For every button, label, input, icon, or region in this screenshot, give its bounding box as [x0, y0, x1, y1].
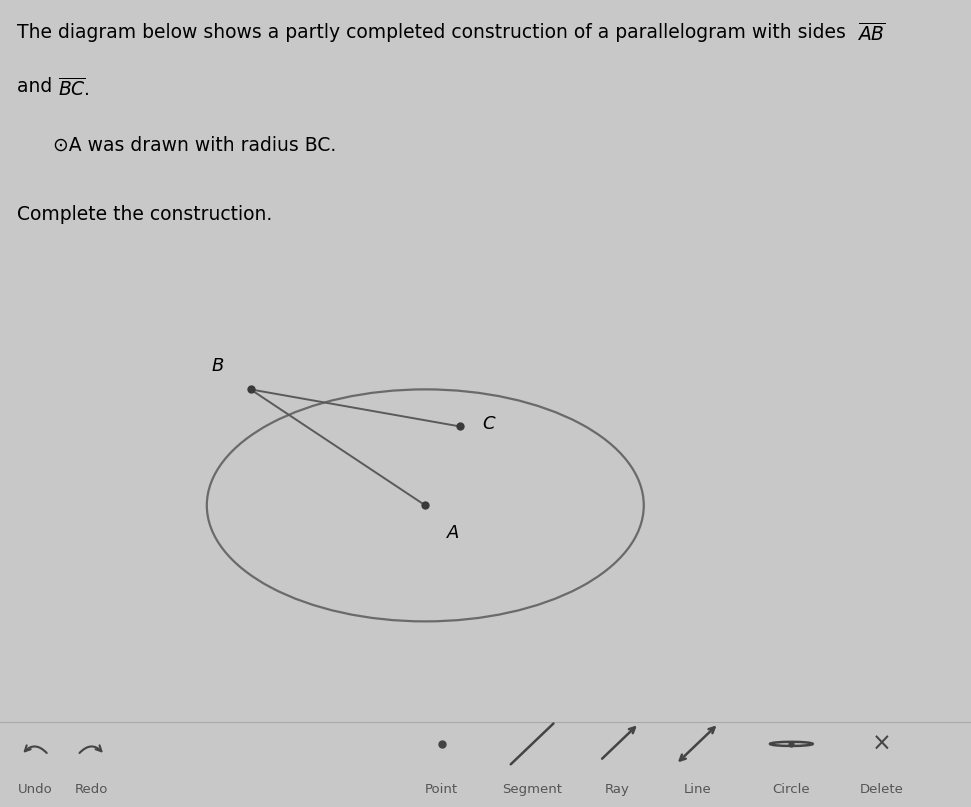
- Text: Point: Point: [425, 783, 458, 796]
- Text: Segment: Segment: [502, 783, 562, 796]
- Text: $\overline{AB}$: $\overline{AB}$: [857, 23, 887, 45]
- Text: C: C: [483, 415, 495, 433]
- Text: Complete the construction.: Complete the construction.: [17, 205, 273, 224]
- Text: ×: ×: [872, 732, 891, 756]
- Text: Circle: Circle: [773, 783, 810, 796]
- Text: $\overline{BC}$.: $\overline{BC}$.: [58, 77, 90, 100]
- Text: The diagram below shows a partly completed construction of a parallelogram with : The diagram below shows a partly complet…: [17, 23, 853, 42]
- Text: ⊙A was drawn with radius ​BC.: ⊙A was drawn with radius ​BC.: [53, 136, 337, 155]
- Text: Undo: Undo: [17, 783, 52, 796]
- Text: Line: Line: [684, 783, 711, 796]
- Text: Delete: Delete: [859, 783, 904, 796]
- Text: Redo: Redo: [75, 783, 108, 796]
- Text: B: B: [212, 358, 224, 375]
- Text: Ray: Ray: [605, 783, 630, 796]
- Text: and: and: [17, 77, 58, 97]
- Text: A: A: [447, 524, 459, 542]
